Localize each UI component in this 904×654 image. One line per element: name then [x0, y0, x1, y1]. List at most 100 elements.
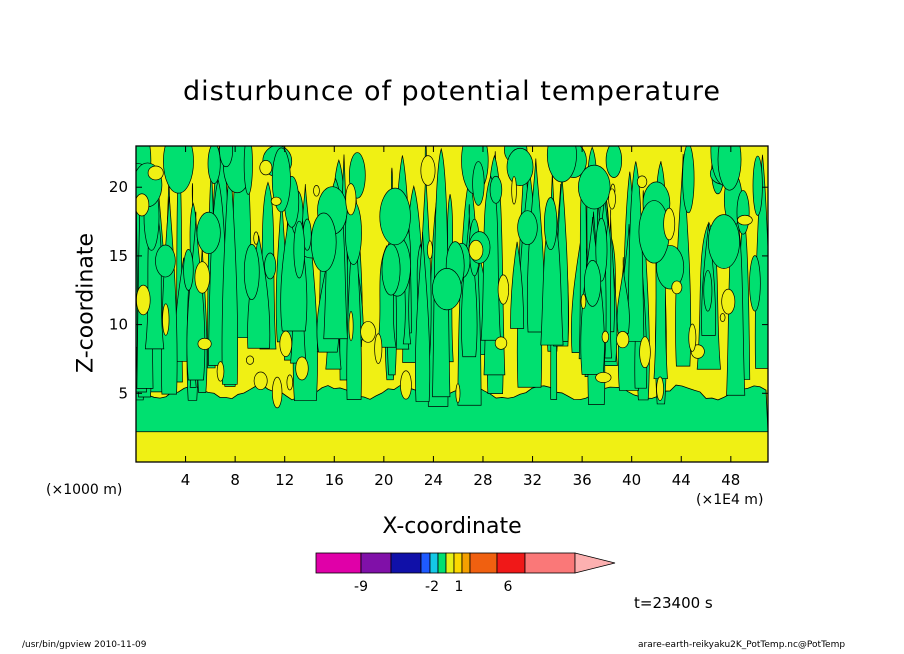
colorbar-segment: [315, 552, 362, 574]
time-label: t=23400 s: [634, 594, 713, 612]
x-tick-label: 44: [672, 471, 691, 489]
yellow-island: [494, 336, 508, 350]
x-tick-label: 16: [325, 471, 344, 489]
blob: [163, 146, 194, 194]
blob: [506, 147, 534, 187]
colorbar-segment: [390, 552, 422, 574]
yellow-island: [420, 155, 436, 186]
blob: [703, 270, 713, 312]
blob: [271, 147, 291, 213]
blob: [752, 155, 763, 216]
plume: [247, 235, 271, 349]
blob: [183, 249, 194, 291]
green-band: [136, 384, 768, 433]
colorbar-segment: [437, 552, 447, 574]
yellow-island: [136, 284, 151, 316]
blob: [432, 268, 462, 311]
yellow-island: [162, 303, 170, 336]
blob: [243, 146, 253, 195]
yellow-island: [455, 383, 461, 404]
blob: [155, 244, 176, 278]
blob: [546, 146, 577, 183]
blob: [310, 212, 337, 272]
y-tick-label: 20: [109, 178, 128, 196]
yellow-island: [216, 361, 225, 382]
yellow-island: [245, 355, 255, 365]
blob: [264, 252, 277, 280]
contour-field: [136, 146, 768, 433]
yellow-island: [468, 239, 484, 261]
x-tick-label: 4: [181, 471, 191, 489]
colorbar-arrow: [574, 552, 616, 574]
plume: [415, 231, 431, 402]
yellow-island: [295, 356, 309, 381]
yellow-island: [595, 372, 612, 383]
chart-title: disturbunce of potential temperature: [183, 76, 721, 107]
yellow-island: [427, 240, 433, 260]
yellow-island: [400, 370, 412, 400]
yellow-island: [374, 333, 383, 364]
yellow-island: [360, 321, 376, 343]
yellow-island: [259, 159, 273, 176]
blob: [578, 164, 611, 210]
plume: [510, 241, 525, 329]
colorbar-segment: [453, 552, 463, 574]
yellow-island: [286, 374, 294, 391]
colorbar-segment: [445, 552, 455, 574]
yellow-island: [737, 214, 753, 226]
colorbar-tick-label: 6: [504, 579, 513, 595]
x-tick-label: 24: [424, 471, 443, 489]
yellow-island: [253, 231, 259, 245]
x-tick-label: 28: [473, 471, 492, 489]
blob: [583, 260, 602, 307]
blob: [293, 220, 305, 279]
yellow-island: [497, 274, 509, 305]
x-axis-unit-right: (×1E4 m): [696, 492, 764, 508]
colorbar-segment: [524, 552, 576, 574]
yellow-island: [345, 183, 357, 216]
yellow-island: [616, 331, 630, 349]
blob: [379, 187, 411, 246]
colorbar-segment: [461, 552, 471, 574]
yellow-island: [608, 188, 616, 210]
blob: [381, 243, 401, 296]
yellow-island: [270, 196, 282, 206]
colorbar-tick-label: 1: [455, 579, 464, 595]
plume: [186, 211, 206, 381]
colorbar: -9 -2 1 6: [315, 552, 616, 595]
plot-area: [136, 146, 768, 462]
colorbar-tick-label: -9: [354, 579, 368, 595]
yellow-island: [194, 261, 210, 294]
x-axis-unit-left: (×1000 m): [46, 482, 123, 498]
colorbar-segment: [496, 552, 526, 574]
footer-left: /usr/bin/gpview 2010-11-09: [22, 640, 147, 650]
blob: [219, 146, 233, 168]
blob: [749, 255, 761, 312]
yellow-island: [721, 288, 736, 315]
colorbar-segment: [469, 552, 498, 574]
yellow-island: [511, 176, 517, 205]
yellow-island: [688, 323, 697, 352]
blob: [605, 146, 623, 178]
x-tick-label: 48: [721, 471, 740, 489]
yellow-island: [656, 376, 664, 401]
blob: [472, 161, 485, 206]
yellow-island: [601, 330, 610, 343]
yellow-island: [197, 337, 212, 350]
yellow-island: [639, 336, 651, 369]
colorbar-segment: [360, 552, 392, 574]
yellow-island: [671, 280, 683, 295]
x-tick-label: 32: [523, 471, 542, 489]
x-axis-label: X-coordinate: [382, 514, 522, 539]
blob: [207, 146, 221, 184]
yellow-island: [313, 185, 320, 197]
colorbar-segment: [420, 552, 431, 574]
plume: [161, 196, 178, 395]
yellow-island: [580, 293, 587, 310]
yellow-island: [253, 371, 268, 391]
blob: [243, 243, 260, 300]
colorbar-tick-label: -2: [425, 579, 439, 595]
x-tick-label: 40: [622, 471, 641, 489]
